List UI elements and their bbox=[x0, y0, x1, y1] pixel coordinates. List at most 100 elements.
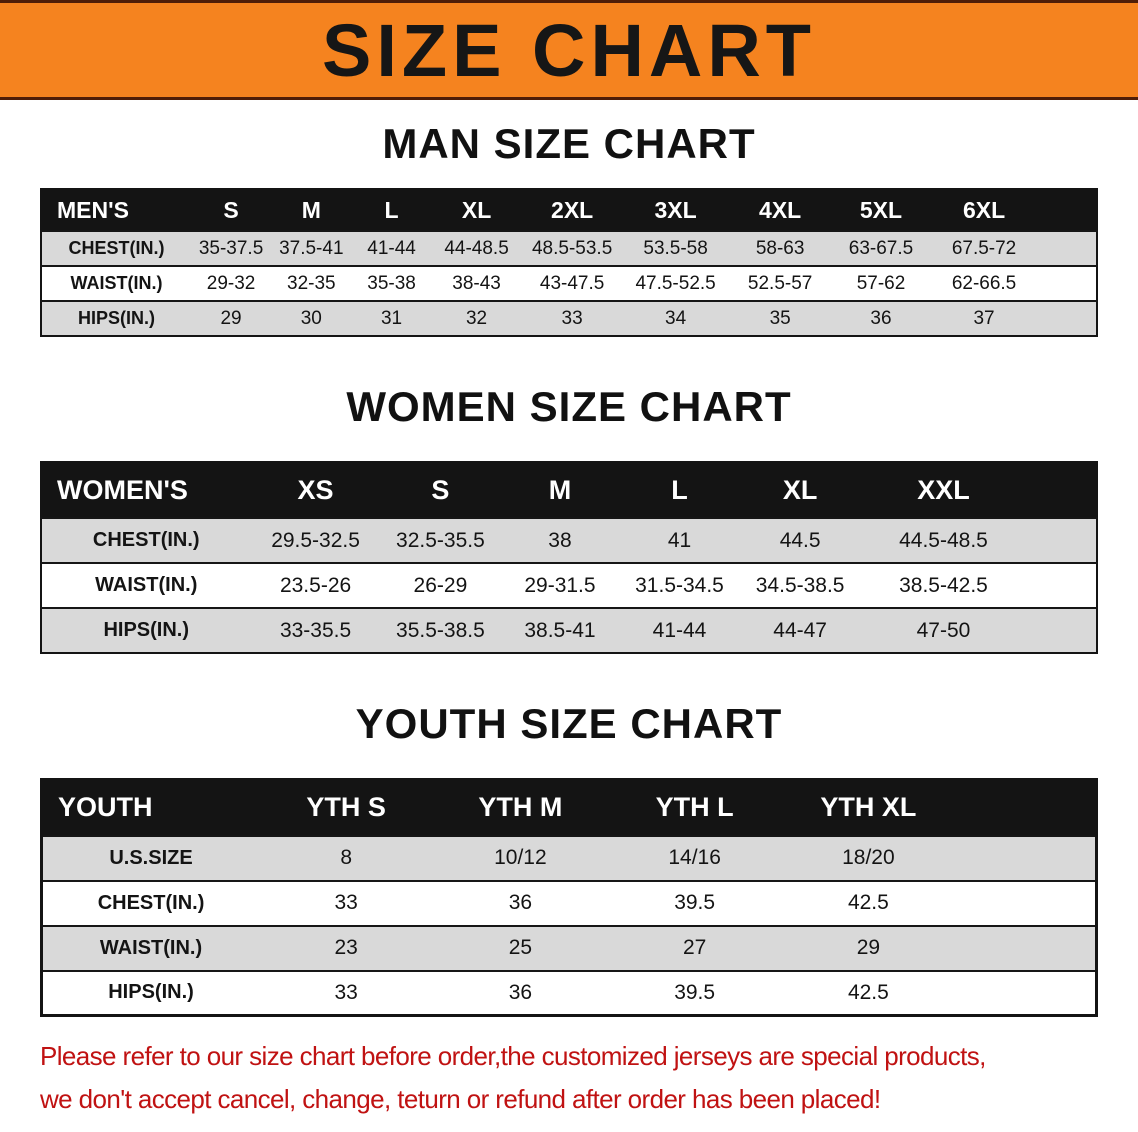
size-cell: 62-66.5 bbox=[930, 265, 1097, 301]
row-label: HIPS(IN.) bbox=[41, 969, 260, 1016]
women-section-heading: WOMEN SIZE CHART bbox=[346, 383, 792, 430]
women-header-row: WOMEN'S XS S M L XL XXL bbox=[41, 462, 1097, 518]
size-cell: 29-32 bbox=[190, 265, 272, 301]
size-cell: 32 bbox=[431, 300, 522, 336]
row-label: HIPS(IN.) bbox=[41, 300, 191, 336]
size-cell: 33 bbox=[259, 879, 434, 926]
size-cell: 25 bbox=[433, 924, 608, 971]
notice-line-2: we don't accept cancel, change, teturn o… bbox=[40, 1084, 881, 1114]
size-cell: 42.5 bbox=[781, 969, 1097, 1016]
table-row-hips: HIPS(IN.) 33-35.5 35.5-38.5 38.5-41 41-4… bbox=[41, 607, 1097, 653]
size-cell: 42.5 bbox=[781, 879, 1097, 926]
size-cell: 32-35 bbox=[271, 265, 352, 301]
size-cell: 8 bbox=[259, 834, 434, 881]
size-column-header: 6XL bbox=[930, 189, 1097, 231]
size-cell: 37.5-41 bbox=[271, 230, 352, 266]
size-cell: 35-37.5 bbox=[190, 230, 272, 266]
size-cell: 44-47 bbox=[739, 607, 861, 653]
size-cell: 10/12 bbox=[433, 834, 608, 881]
notice-line-1: Please refer to our size chart before or… bbox=[40, 1041, 986, 1071]
size-cell: 29.5-32.5 bbox=[250, 517, 381, 563]
table-row-chest: CHEST(IN.) 29.5-32.5 32.5-35.5 38 41 44.… bbox=[41, 517, 1097, 563]
table-row-chest: CHEST(IN.) 33 36 39.5 42.5 bbox=[41, 879, 1097, 926]
size-cell: 29 bbox=[781, 924, 1097, 971]
size-cell: 47-50 bbox=[860, 607, 1097, 653]
page-title: SIZE CHART bbox=[322, 8, 816, 92]
size-chart-banner: SIZE CHART bbox=[0, 0, 1138, 100]
size-cell: 38-43 bbox=[431, 265, 522, 301]
row-label: CHEST(IN.) bbox=[41, 517, 251, 563]
men-size-section: MAN SIZE CHART MEN'S S M L XL 2XL 3XL 4X… bbox=[0, 120, 1138, 337]
row-label: WAIST(IN.) bbox=[41, 924, 260, 971]
size-cell: 23 bbox=[259, 924, 434, 971]
size-cell: 39.5 bbox=[607, 969, 782, 1016]
order-notice: Please refer to our size chart before or… bbox=[40, 1035, 1102, 1121]
size-cell: 29 bbox=[190, 300, 272, 336]
row-label: WAIST(IN.) bbox=[41, 562, 251, 608]
size-cell: 58-63 bbox=[728, 230, 832, 266]
size-cell: 41 bbox=[619, 517, 740, 563]
size-cell: 36 bbox=[433, 879, 608, 926]
women-size-table: WOMEN'S XS S M L XL XXL CHEST(IN.) 29.5-… bbox=[40, 461, 1098, 654]
size-column-header: S bbox=[380, 462, 501, 518]
size-column-header: S bbox=[190, 189, 272, 231]
size-cell: 44-48.5 bbox=[431, 230, 522, 266]
size-column-header: XL bbox=[431, 189, 522, 231]
youth-table-title: YOUTH bbox=[41, 779, 260, 836]
row-label: WAIST(IN.) bbox=[41, 265, 191, 301]
size-cell: 33 bbox=[259, 969, 434, 1016]
row-label: CHEST(IN.) bbox=[41, 879, 260, 926]
youth-section-heading: YOUTH SIZE CHART bbox=[355, 700, 783, 747]
size-cell: 35-38 bbox=[351, 265, 432, 301]
size-cell: 43-47.5 bbox=[521, 265, 623, 301]
size-cell: 14/16 bbox=[607, 834, 782, 881]
youth-header-row: YOUTH YTH S YTH M YTH L YTH XL bbox=[41, 779, 1097, 836]
row-label: HIPS(IN.) bbox=[41, 607, 251, 653]
size-column-header: 4XL bbox=[728, 189, 832, 231]
size-cell: 34 bbox=[622, 300, 729, 336]
size-cell: 52.5-57 bbox=[728, 265, 832, 301]
row-label: CHEST(IN.) bbox=[41, 230, 191, 266]
row-label: U.S.SIZE bbox=[41, 834, 260, 881]
size-cell: 38.5-41 bbox=[500, 607, 620, 653]
size-cell: 36 bbox=[433, 969, 608, 1016]
table-row-waist: WAIST(IN.) 29-32 32-35 35-38 38-43 43-47… bbox=[41, 265, 1097, 301]
men-header-row: MEN'S S M L XL 2XL 3XL 4XL 5XL 6XL bbox=[41, 189, 1097, 231]
size-cell: 29-31.5 bbox=[500, 562, 620, 608]
men-table-title: MEN'S bbox=[41, 189, 191, 231]
men-size-table: MEN'S S M L XL 2XL 3XL 4XL 5XL 6XL CHEST… bbox=[40, 188, 1098, 337]
women-table-title: WOMEN'S bbox=[41, 462, 251, 518]
size-cell: 67.5-72 bbox=[930, 230, 1097, 266]
size-column-header: 2XL bbox=[521, 189, 623, 231]
size-column-header: L bbox=[351, 189, 432, 231]
size-cell: 38 bbox=[500, 517, 620, 563]
size-cell: 39.5 bbox=[607, 879, 782, 926]
size-cell: 53.5-58 bbox=[622, 230, 729, 266]
table-row-hips: HIPS(IN.) 33 36 39.5 42.5 bbox=[41, 969, 1097, 1016]
size-cell: 26-29 bbox=[380, 562, 501, 608]
size-cell: 31 bbox=[351, 300, 432, 336]
size-cell: 44.5 bbox=[739, 517, 861, 563]
size-column-header: 3XL bbox=[622, 189, 729, 231]
size-cell: 63-67.5 bbox=[831, 230, 931, 266]
size-cell: 27 bbox=[607, 924, 782, 971]
size-column-header: YTH L bbox=[607, 779, 782, 836]
size-cell: 41-44 bbox=[619, 607, 740, 653]
size-cell: 48.5-53.5 bbox=[521, 230, 623, 266]
size-cell: 38.5-42.5 bbox=[860, 562, 1097, 608]
table-row-waist: WAIST(IN.) 23 25 27 29 bbox=[41, 924, 1097, 971]
size-cell: 34.5-38.5 bbox=[739, 562, 861, 608]
size-cell: 47.5-52.5 bbox=[622, 265, 729, 301]
table-row-ussize: U.S.SIZE 8 10/12 14/16 18/20 bbox=[41, 834, 1097, 881]
women-size-section: WOMEN SIZE CHART WOMEN'S XS S M L XL XXL… bbox=[0, 383, 1138, 654]
size-cell: 36 bbox=[831, 300, 931, 336]
size-cell: 30 bbox=[271, 300, 352, 336]
table-row-chest: CHEST(IN.) 35-37.5 37.5-41 41-44 44-48.5… bbox=[41, 230, 1097, 266]
size-cell: 31.5-34.5 bbox=[619, 562, 740, 608]
size-column-header: M bbox=[500, 462, 620, 518]
size-column-header: XL bbox=[739, 462, 861, 518]
size-cell: 33-35.5 bbox=[250, 607, 381, 653]
size-column-header: XS bbox=[250, 462, 381, 518]
size-column-header: M bbox=[271, 189, 352, 231]
size-cell: 35 bbox=[728, 300, 832, 336]
